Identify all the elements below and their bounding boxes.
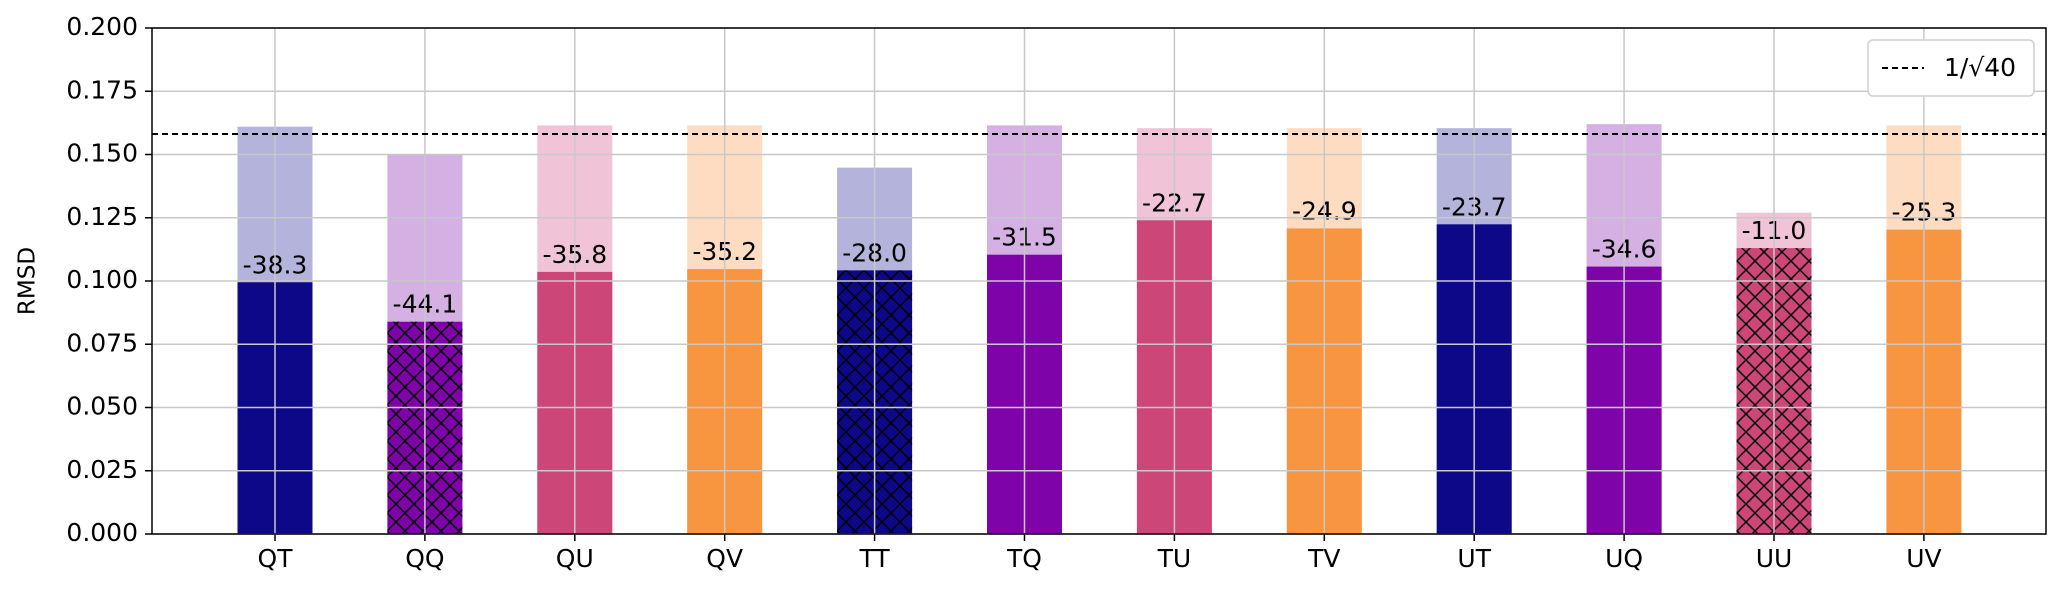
x-tick-label: QU	[556, 544, 594, 573]
x-tick-label: QQ	[405, 544, 444, 573]
x-tick-label: UV	[1906, 544, 1941, 573]
x-tick-label: QV	[706, 544, 743, 573]
x-tick-label: UQ	[1605, 544, 1643, 573]
y-tick-label: 0.000	[66, 518, 138, 547]
legend-box	[1867, 39, 2035, 97]
x-tick-label: TQ	[1006, 544, 1042, 573]
y-tick-label: 0.100	[66, 265, 138, 294]
y-tick-label: 0.125	[66, 202, 138, 231]
y-tick-label: 0.025	[66, 455, 138, 484]
y-axis-label: RMSD	[15, 247, 41, 315]
y-tick-label: 0.175	[66, 75, 138, 104]
legend-label: 1/√40	[1944, 53, 2016, 82]
x-tick-label: QT	[258, 544, 294, 573]
y-tick-label: 0.075	[66, 328, 138, 357]
y-tick-label: 0.050	[66, 392, 138, 421]
y-tick-label: 0.200	[66, 12, 138, 41]
x-tick-label: UT	[1457, 544, 1491, 573]
y-tick-label: 0.150	[66, 139, 138, 168]
x-tick-label: TV	[1307, 544, 1340, 573]
x-tick-label: UU	[1756, 544, 1793, 573]
x-tick-label: TT	[859, 544, 891, 573]
x-tick-label: TU	[1157, 544, 1192, 573]
plot-frame	[151, 27, 2047, 535]
